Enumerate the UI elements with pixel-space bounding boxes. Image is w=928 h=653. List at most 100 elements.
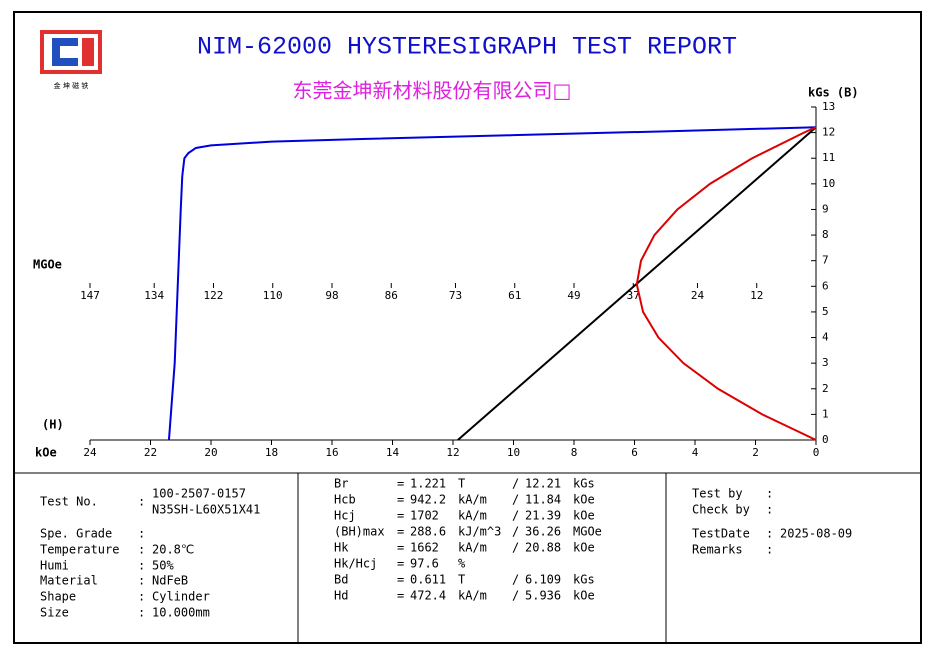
field-label: Check by <box>692 503 750 517</box>
report-title: NIM-62000 HYSTERESIGRAPH TEST REPORT <box>197 33 737 62</box>
separator: = <box>397 589 404 603</box>
field-label: Test No. <box>40 495 98 509</box>
si-value: 1702 <box>410 509 439 523</box>
x2-axis-label: MGOe <box>33 258 62 272</box>
y-tick-label: 10 <box>822 177 835 190</box>
si-unit: T <box>458 573 465 587</box>
cgs-unit: MGOe <box>573 525 602 539</box>
y-tick-label: 8 <box>822 228 829 241</box>
param-name: Bd <box>334 573 348 587</box>
field-value: NdFeB <box>152 574 188 588</box>
logo-text: 金 坤 磁 铁 <box>54 81 89 90</box>
field-label: Spe. Grade <box>40 527 112 541</box>
logo-frame <box>40 30 102 74</box>
field-label: Test by <box>692 487 743 501</box>
cgs-unit: kGs <box>573 477 595 491</box>
separator: / <box>512 493 519 507</box>
x2-tick-label: 37 <box>627 289 640 302</box>
x2-tick-label: 61 <box>508 289 521 302</box>
y-tick-label: 0 <box>822 433 829 446</box>
x-tick-label: 20 <box>204 446 217 459</box>
x-symbol: (H) <box>42 418 64 432</box>
cgs-value: 36.26 <box>525 525 561 539</box>
x-tick-label: 8 <box>571 446 578 459</box>
logo-c <box>52 38 78 66</box>
x-tick-label: 10 <box>507 446 520 459</box>
separator: = <box>397 557 404 571</box>
x2-tick-label: 134 <box>144 289 164 302</box>
x2-tick-label: 12 <box>750 289 763 302</box>
curve <box>635 126 817 441</box>
field-label: TestDate <box>692 527 750 541</box>
x2-tick-label: 49 <box>567 289 580 302</box>
cgs-unit: kOe <box>573 493 595 507</box>
si-unit: kA/m <box>458 493 487 507</box>
separator: : <box>766 543 773 557</box>
separator: / <box>512 541 519 555</box>
separator: = <box>397 477 404 491</box>
si-value: 942.2 <box>410 493 446 507</box>
x-axis-label: kOe <box>35 446 57 460</box>
field-value: 10.000mm <box>152 606 210 620</box>
field-value: Cylinder <box>152 590 210 604</box>
field-label: Size <box>40 606 69 620</box>
field-label: Shape <box>40 590 76 604</box>
logo: 金 坤 磁 铁 <box>40 30 102 90</box>
cgs-value: 12.21 <box>525 477 561 491</box>
param-name: Hk/Hcj <box>334 557 377 571</box>
y-tick-label: 11 <box>822 151 835 164</box>
cgs-unit: kOe <box>573 509 595 523</box>
y-tick-label: 5 <box>822 305 829 318</box>
y-tick-label: 12 <box>822 126 835 139</box>
x2-tick-label: 147 <box>80 289 100 302</box>
param-name: Hcb <box>334 493 356 507</box>
separator: / <box>512 589 519 603</box>
si-value: 288.6 <box>410 525 446 539</box>
field-value: 20.8℃ <box>152 543 194 557</box>
cgs-value: 11.84 <box>525 493 561 507</box>
x-tick-label: 14 <box>386 446 400 459</box>
cgs-value: 5.936 <box>525 589 561 603</box>
separator: : <box>138 559 145 573</box>
separator: : <box>138 590 145 604</box>
si-value: 0.611 <box>410 573 446 587</box>
page-border <box>13 11 922 644</box>
separator: / <box>512 477 519 491</box>
separator: = <box>397 509 404 523</box>
field-value: 100-2507-0157 <box>152 487 246 501</box>
field-value: 2025-08-09 <box>780 527 852 541</box>
cgs-unit: kOe <box>573 589 595 603</box>
si-value: 97.6 <box>410 557 439 571</box>
x2-tick-label: 110 <box>263 289 283 302</box>
field-value: 50% <box>152 559 174 573</box>
separator: = <box>397 573 404 587</box>
separator: : <box>138 606 145 620</box>
cgs-unit: kOe <box>573 541 595 555</box>
y-tick-label: 9 <box>822 202 829 215</box>
separator: = <box>397 493 404 507</box>
x-tick-label: 24 <box>83 446 97 459</box>
field-label: Humi <box>40 559 69 573</box>
separator: : <box>766 487 773 501</box>
y-tick-label: 6 <box>822 279 829 292</box>
separator: / <box>512 525 519 539</box>
si-unit: kA/m <box>458 589 487 603</box>
separator: : <box>138 543 145 557</box>
company-name: 东莞金坤新材料股份有限公司□ <box>293 79 572 103</box>
x-tick-label: 6 <box>631 446 638 459</box>
x2-tick-label: 98 <box>325 289 338 302</box>
y-tick-label: 3 <box>822 356 829 369</box>
separator: : <box>766 503 773 517</box>
y-tick-label: 7 <box>822 254 829 267</box>
x-tick-label: 16 <box>325 446 338 459</box>
si-unit: kJ/m^3 <box>458 525 501 539</box>
cgs-value: 20.88 <box>525 541 561 555</box>
y-axis-label: kGs (B) <box>808 86 859 100</box>
field-label: Temperature <box>40 543 119 557</box>
x-tick-label: 18 <box>265 446 278 459</box>
x2-tick-label: 24 <box>691 289 705 302</box>
x-tick-label: 4 <box>692 446 699 459</box>
y-tick-label: 4 <box>822 331 829 344</box>
logo-bar <box>82 38 94 66</box>
